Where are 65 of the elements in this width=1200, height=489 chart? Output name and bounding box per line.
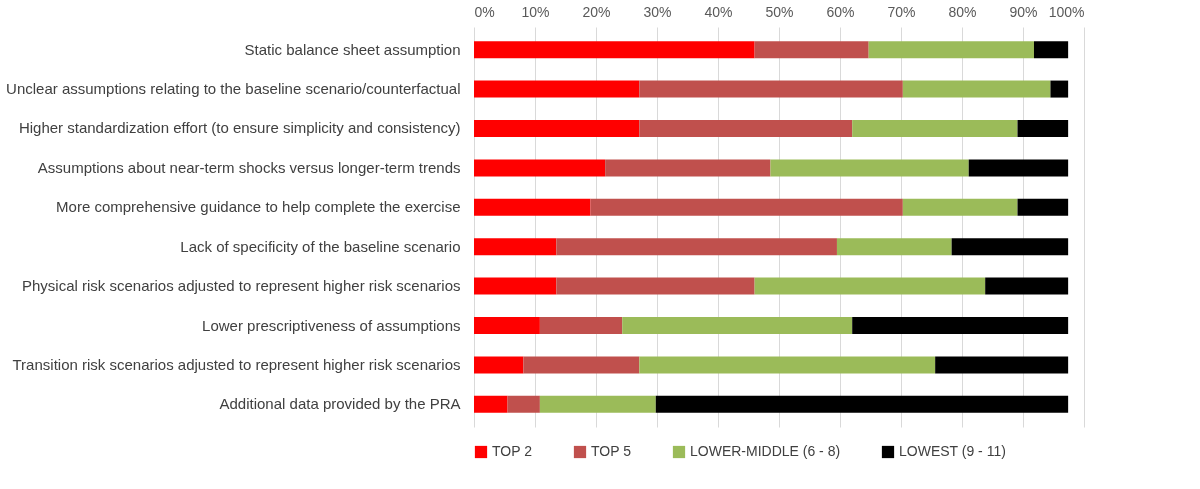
- bar: [474, 80, 640, 98]
- bar: [474, 159, 606, 177]
- bar: [622, 317, 853, 335]
- bar: [852, 119, 1018, 137]
- y-tick-label: Lack of specificity of the baseline scenario: [180, 237, 461, 255]
- legend-label: LOWER-MIDDLE (6 - 8): [690, 443, 841, 459]
- y-tick-label: Transition risk scenarios adjusted to represent higher risk scenarios: [12, 355, 461, 373]
- x-tick-label: 70%: [887, 3, 916, 20]
- bar: [474, 238, 557, 256]
- bar: [639, 119, 853, 137]
- x-tick-label: 40%: [704, 3, 733, 20]
- bar: [1017, 119, 1069, 137]
- bar: [754, 41, 869, 59]
- y-tick-label: More comprehensive guidance to help complete the exercise: [56, 198, 461, 216]
- y-tick-label: Unclear assumptions relating to the baseline scenario/counterfactual: [6, 80, 461, 98]
- y-tick-label: Higher standardization effort (to ensure simplicity and consistency): [18, 119, 461, 137]
- bar: [556, 277, 755, 295]
- bar: [474, 277, 557, 295]
- bar: [902, 198, 1018, 216]
- bar: [935, 356, 1069, 374]
- bar: [605, 159, 771, 177]
- bar: [770, 159, 969, 177]
- x-tick-label: 30%: [643, 3, 672, 20]
- bar: [1033, 41, 1069, 59]
- bar: [1017, 198, 1069, 216]
- bar: [556, 238, 837, 256]
- x-tick-label: 0%: [474, 3, 495, 20]
- x-tick-label: 60%: [826, 3, 855, 20]
- x-tick-label: 90%: [1009, 3, 1038, 20]
- x-tick-label: 80%: [948, 3, 977, 20]
- bar: [539, 395, 656, 413]
- bar: [754, 277, 986, 295]
- bar: [868, 41, 1034, 59]
- legend-label: TOP 2: [492, 443, 533, 459]
- legend-label: LOWEST (9 - 11): [899, 443, 1006, 459]
- bar: [539, 317, 623, 335]
- bar: [474, 198, 591, 216]
- bar: [523, 356, 640, 374]
- y-tick-label: Static balance sheet assumption: [244, 40, 461, 58]
- y-tick-label: Additional data provided by the PRA: [219, 395, 461, 413]
- bar: [474, 41, 755, 59]
- bar: [590, 198, 903, 216]
- bar: [951, 238, 1069, 256]
- bar: [507, 395, 540, 413]
- x-tick-label: 100%: [1048, 3, 1085, 20]
- bar: [474, 317, 540, 335]
- x-tick-label: 50%: [765, 3, 794, 20]
- bar: [474, 356, 524, 374]
- bar: [639, 356, 936, 374]
- bar: [852, 317, 1069, 335]
- bar: [902, 80, 1051, 98]
- x-tick-label: 10%: [521, 3, 550, 20]
- bar: [639, 80, 903, 98]
- bar: [1050, 80, 1069, 98]
- bar: [655, 395, 1069, 413]
- x-tick-label: 20%: [582, 3, 611, 20]
- y-tick-label: Physical risk scenarios adjusted to represent higher risk scenarios: [21, 277, 461, 295]
- y-tick-label: Assumptions about near-term shocks versus longer-term trends: [37, 158, 461, 176]
- legend-label: TOP 5: [591, 443, 632, 459]
- y-tick-label: Lower prescriptiveness of assumptions: [202, 316, 461, 334]
- bar: [968, 159, 1069, 177]
- bar: [985, 277, 1069, 295]
- bar: [836, 238, 952, 256]
- bar: [474, 119, 640, 137]
- bar: [474, 395, 508, 413]
